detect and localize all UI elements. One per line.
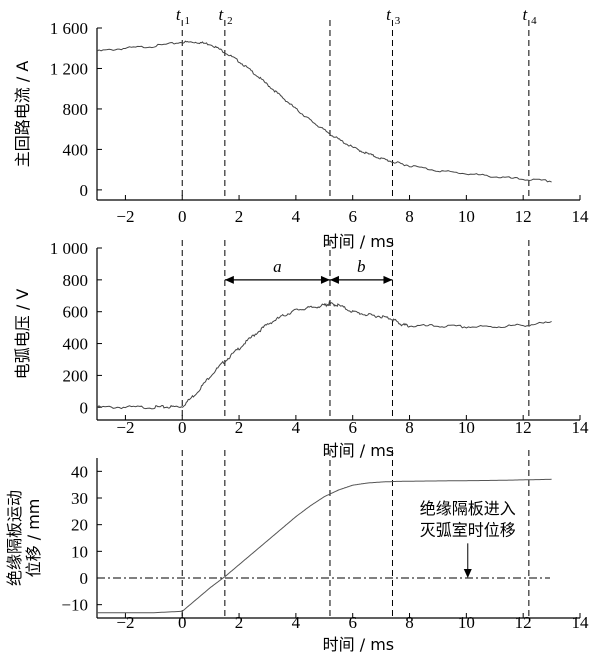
interval-b-arrow-head-right: [383, 275, 393, 284]
time-marker-label: t: [218, 5, 224, 24]
y-tick-label: 800: [63, 100, 89, 119]
interval-b-label: b: [357, 257, 366, 276]
x-tick-label: 0: [178, 207, 187, 226]
x-axis-label: 时间 / ms: [323, 232, 395, 251]
y-axis-label: 绝缘隔板运动位移 / mm: [5, 490, 43, 586]
x-tick-label: 10: [458, 207, 475, 226]
x-tick-label: 10: [458, 613, 475, 632]
y-tick-label: 400: [63, 140, 89, 159]
time-marker-label: t: [176, 5, 182, 24]
time-marker-label: t: [522, 5, 528, 24]
time-marker-subscript: 1: [184, 15, 190, 27]
x-axis-label: 时间 / ms: [323, 635, 395, 654]
x-tick-label: 0: [178, 418, 187, 437]
x-tick-label: −2: [116, 207, 134, 226]
x-tick-label: 2: [235, 207, 244, 226]
x-tick-label: 4: [292, 207, 301, 226]
y-tick-label: 200: [63, 366, 89, 385]
x-tick-label: 8: [405, 418, 414, 437]
y-tick-label: 1 000: [50, 239, 88, 258]
x-tick-label: 6: [348, 207, 357, 226]
x-tick-label: 12: [515, 207, 532, 226]
x-tick-label: −2: [116, 418, 134, 437]
panel-1: 0 400 800 1 200 1 600 −2 0 2 4 6 8 10 12 14 时间 / ms 主回路…: [13, 19, 589, 251]
annotation-text-line2: 灭弧室时位移: [420, 520, 516, 539]
x-tick-label: 8: [405, 207, 414, 226]
interval-a-arrow-head-right: [320, 275, 330, 284]
time-marker-subscript: 4: [531, 15, 537, 27]
data-line: [97, 478, 552, 614]
panel-3: −10 0 10 20 30 40 −2 0 2 4 6 8 10 12 14 时间 / ms 绝缘隔板运动位移…: [5, 450, 589, 654]
x-tick-label: 12: [515, 613, 532, 632]
x-tick-label: 2: [235, 418, 244, 437]
x-tick-label: 12: [515, 418, 532, 437]
y-tick-label: 10: [71, 542, 88, 561]
x-tick-label: 8: [405, 613, 414, 632]
annotation-arrow-head: [463, 569, 472, 578]
x-tick-label: 10: [458, 418, 475, 437]
annotation-text-line1: 绝缘隔板进入: [420, 499, 516, 518]
data-line: [96, 40, 552, 183]
data-line: [96, 300, 552, 410]
time-marker-label: t: [386, 5, 392, 24]
x-tick-label: 14: [572, 613, 589, 632]
y-tick-label: 1 600: [50, 19, 88, 38]
x-tick-label: 6: [348, 613, 357, 632]
time-marker-subscript: 2: [227, 15, 233, 27]
y-tick-label: 20: [71, 516, 88, 535]
x-tick-label: 2: [235, 613, 244, 632]
x-tick-label: 0: [178, 613, 187, 632]
x-tick-label: 4: [292, 613, 301, 632]
y-tick-label: 0: [80, 181, 89, 200]
y-tick-label: 0: [80, 398, 89, 417]
x-tick-label: 4: [292, 418, 301, 437]
y-tick-label: 30: [71, 489, 88, 508]
time-marker-subscript: 3: [395, 15, 401, 27]
y-tick-label: 0: [80, 569, 89, 588]
y-tick-label: 1 200: [50, 59, 88, 78]
y-tick-label: 40: [71, 462, 88, 481]
x-tick-label: 6: [348, 418, 357, 437]
y-axis-label: 主回路电流 / A: [13, 61, 32, 168]
interval-b-arrow-head-left: [329, 275, 339, 284]
y-tick-label: 800: [63, 271, 89, 290]
x-axis-label: 时间 / ms: [323, 441, 395, 460]
panel-2: 0 200 400 600 800 1 000 −2 0 2 4 6 8 10 12 14 时间 / ms 电弧…: [13, 239, 589, 460]
x-tick-label: 14: [572, 418, 589, 437]
x-tick-label: −2: [116, 613, 134, 632]
y-tick-label: 400: [63, 335, 89, 354]
y-tick-label: 600: [63, 303, 89, 322]
interval-a-label: a: [273, 257, 282, 276]
y-tick-label: −10: [61, 596, 88, 615]
interval-a-arrow-head-left: [224, 275, 234, 284]
y-axis-label: 电弧电压 / V: [13, 289, 32, 380]
x-tick-label: 14: [572, 207, 589, 226]
